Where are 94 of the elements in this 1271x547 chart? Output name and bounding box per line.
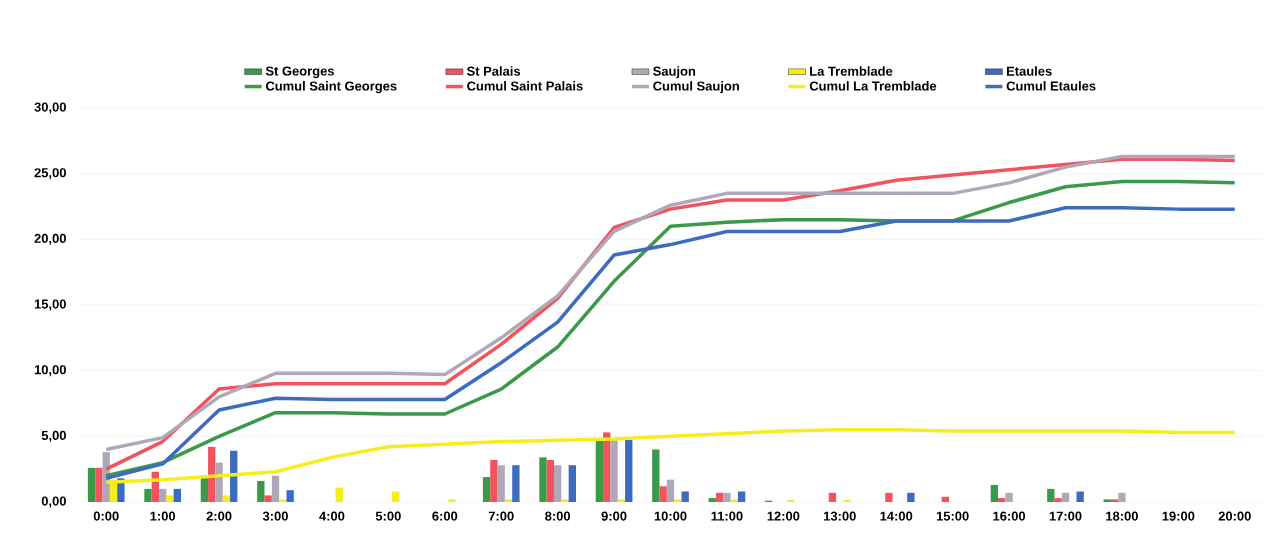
bar	[335, 487, 343, 502]
bar	[674, 499, 682, 502]
legend-label: Etaules	[1006, 66, 1052, 76]
legend-label: Cumul Saujon	[653, 81, 739, 94]
bar	[625, 438, 633, 502]
bar	[490, 459, 498, 502]
x-tick-label: 4:00	[319, 511, 345, 521]
x-tick-label: 18:00	[1106, 511, 1138, 521]
x-tick-label: 15:00	[936, 511, 969, 521]
bar	[546, 459, 554, 502]
bar	[222, 495, 231, 502]
bar	[482, 477, 491, 502]
x-tick-label: 7:00	[488, 511, 514, 521]
bar	[617, 499, 626, 502]
bar	[1061, 492, 1070, 502]
bar	[553, 465, 562, 502]
x-tick-label: 8:00	[545, 511, 571, 521]
legend-label: Saujon	[653, 66, 696, 79]
bar	[723, 492, 731, 502]
bar	[1103, 499, 1111, 502]
bar	[595, 440, 604, 502]
bar	[998, 498, 1006, 502]
y-tick-label: 30,00	[34, 102, 66, 114]
bar	[681, 491, 689, 502]
bar	[158, 488, 167, 502]
bar	[215, 462, 223, 502]
y-tick-label: 15,00	[34, 299, 66, 311]
bar	[200, 477, 209, 502]
bar	[448, 499, 456, 502]
legend-label: Cumul La Tremblade	[809, 81, 937, 91]
x-tick-label: 1:00	[150, 511, 176, 521]
bar	[652, 449, 660, 502]
bar	[497, 465, 505, 502]
bar	[264, 495, 272, 502]
bar	[512, 465, 520, 502]
bar	[1054, 498, 1062, 502]
bar	[271, 475, 280, 502]
bar	[95, 467, 103, 502]
legend-label: St Palais	[466, 66, 521, 76]
bar	[907, 492, 915, 502]
x-tick-label: 9:00	[601, 511, 627, 521]
legend-label: Cumul Saint Georges	[265, 81, 397, 94]
bar	[990, 484, 999, 502]
x-tick-label: 2:00	[206, 511, 232, 521]
x-tick-label: 6:00	[432, 511, 458, 521]
bar	[144, 488, 152, 502]
bar	[392, 491, 400, 502]
bar	[715, 492, 724, 502]
bar	[603, 432, 611, 502]
bar	[828, 492, 837, 502]
bar	[708, 498, 716, 502]
x-tick-label: 20:00	[1218, 511, 1251, 521]
bar	[173, 488, 181, 502]
bar	[610, 440, 618, 502]
bar	[885, 492, 893, 502]
legend-label: La Tremblade	[810, 66, 893, 76]
bar	[286, 490, 294, 502]
y-tick-label: 5,00	[41, 430, 66, 442]
bar	[730, 499, 738, 502]
bar	[279, 499, 287, 502]
bar	[1118, 492, 1126, 502]
y-tick-label: 10,00	[34, 365, 66, 377]
x-tick-label: 0:00	[93, 511, 119, 521]
bar	[87, 467, 96, 502]
x-tick-label: 19:00	[1162, 511, 1195, 521]
bar	[504, 499, 513, 502]
bar	[737, 491, 746, 502]
legend-label: Cumul Etaules	[1006, 81, 1096, 91]
bar	[659, 486, 667, 502]
bar	[1005, 492, 1013, 502]
x-tick-label: 16:00	[993, 511, 1026, 521]
x-tick-label: 12:00	[767, 511, 800, 521]
bar	[539, 457, 547, 502]
bar	[666, 479, 675, 502]
bar	[568, 465, 576, 502]
y-tick-label: 20,00	[34, 233, 66, 245]
legend-label: Cumul Saint Palais	[467, 81, 583, 91]
y-tick-label: 0,00	[41, 496, 66, 508]
bar	[1110, 499, 1119, 502]
bar	[1047, 488, 1055, 502]
bar	[1076, 491, 1084, 502]
y-tick-label: 25,00	[34, 168, 66, 180]
x-tick-label: 17:00	[1049, 511, 1082, 521]
bar	[941, 496, 949, 502]
x-tick-label: 13:00	[824, 511, 856, 521]
bar	[257, 480, 265, 502]
x-tick-label: 10:00	[654, 511, 687, 521]
bar	[561, 499, 569, 502]
x-tick-label: 5:00	[375, 511, 401, 521]
bar	[166, 495, 174, 502]
x-tick-label: 14:00	[880, 511, 913, 521]
legend-label: St Georges	[265, 66, 334, 79]
x-tick-label: 11:00	[711, 511, 743, 521]
x-tick-label: 3:00	[262, 511, 288, 521]
